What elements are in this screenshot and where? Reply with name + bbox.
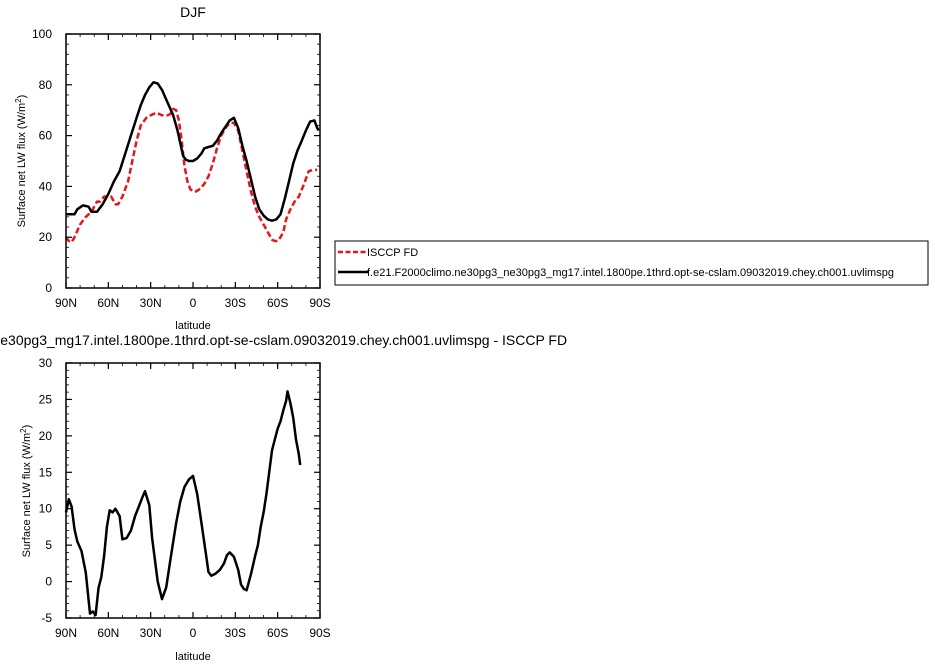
y-tick-label: 40 xyxy=(39,179,53,193)
legend-box xyxy=(334,240,929,286)
y-tick-label: -5 xyxy=(41,611,52,625)
y-tick-label: 15 xyxy=(39,465,53,479)
x-tick-label: 60N xyxy=(97,626,119,640)
x-tick-label: 60S xyxy=(267,626,288,640)
x-tick-label: 0 xyxy=(190,626,197,640)
top-plot-axes: 90N 60N 30N 0 30S 60S 90S 0 20 40 60 80 100 xyxy=(32,27,331,310)
legend: ISCCP FD f.e21.F2000climo.ne30pg3_ne30pg… xyxy=(334,240,929,286)
x-tick-label: 30S xyxy=(225,626,246,640)
y-tick-label: 100 xyxy=(32,27,52,41)
legend-label-isccp: ISCCP FD xyxy=(367,247,418,259)
x-tick-label: 90S xyxy=(309,296,330,310)
y-tick-label: 20 xyxy=(39,230,53,244)
top-plot-title: DJF xyxy=(180,4,206,20)
x-tick-label: 60N xyxy=(97,296,119,310)
bottom-plot-title: f.e21.F2000climo.ne30pg3_ne30pg3_mg17.in… xyxy=(0,332,567,348)
top-plot-series xyxy=(64,81,320,244)
x-tick-label: 60S xyxy=(267,296,288,310)
series-line-0 xyxy=(64,107,318,244)
series-line-1 xyxy=(66,81,320,222)
x-tick-label: 30S xyxy=(225,296,246,310)
top-plot-ylabel: Surface net LW flux (W/m2) xyxy=(14,95,29,228)
bottom-plot-xlabel: latitude xyxy=(175,651,210,663)
bottom-plot-ylabel: Surface net LW flux (W/m2) xyxy=(19,425,34,558)
y-tick-label: 10 xyxy=(39,502,53,516)
x-tick-label: 90N xyxy=(55,626,77,640)
x-tick-label: 90N xyxy=(55,296,77,310)
x-tick-label: 30N xyxy=(140,626,162,640)
x-tick-label: 0 xyxy=(190,296,197,310)
bottom-plot: f.e21.F2000climo.ne30pg3_ne30pg3_mg17.in… xyxy=(0,332,567,663)
y-tick-label: 0 xyxy=(45,575,52,589)
bottom-plot-series xyxy=(64,390,302,617)
y-tick-label: 80 xyxy=(39,78,53,92)
bottom-plot-axes: 90N 60N 30N 0 30S 60S 90S -5 0 5 10 15 20 25 30 xyxy=(39,356,331,640)
top-plot-xlabel: latitude xyxy=(175,320,210,332)
y-tick-label: 60 xyxy=(39,129,53,143)
top-plot: DJF 90N 60N 30N 0 30S 60S 90S 0 20 40 60 80 100 lati… xyxy=(14,4,331,332)
legend-label-model: f.e21.F2000climo.ne30pg3_ne30pg3_mg17.in… xyxy=(367,267,894,279)
y-tick-label: 20 xyxy=(39,429,53,443)
plot-frame xyxy=(65,362,321,619)
series-line-0 xyxy=(64,390,302,617)
y-tick-label: 25 xyxy=(39,392,53,406)
x-tick-label: 30N xyxy=(140,296,162,310)
x-tick-label: 90S xyxy=(309,626,330,640)
y-tick-label: 5 xyxy=(45,538,52,552)
y-tick-label: 30 xyxy=(39,356,53,370)
y-tick-label: 0 xyxy=(45,281,52,295)
